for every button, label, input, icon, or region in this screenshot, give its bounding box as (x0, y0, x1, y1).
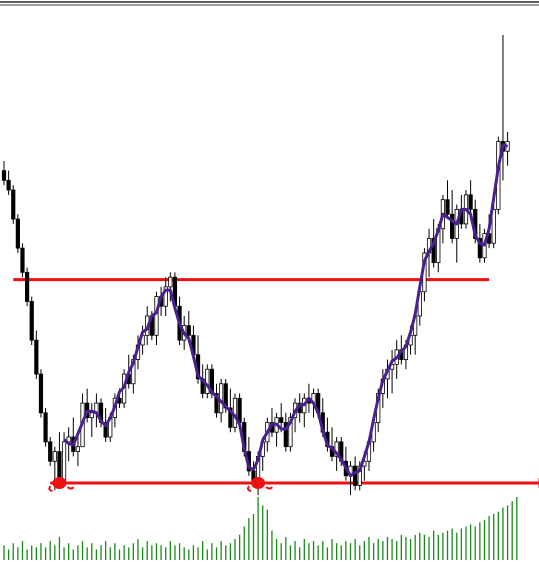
candle-body (491, 208, 496, 244)
candle (89, 403, 94, 438)
candle (214, 383, 219, 418)
candle (445, 180, 450, 220)
candle (269, 407, 275, 438)
candle-body (353, 465, 358, 486)
candle-body (334, 441, 339, 457)
trend-line (63, 143, 509, 478)
candle-body (52, 451, 57, 462)
markers (48, 477, 273, 493)
candle-body (445, 199, 450, 215)
marker-tail (48, 485, 75, 493)
candle-body (468, 194, 473, 210)
marker-blob (251, 477, 266, 490)
candle (75, 432, 81, 467)
candle-body (214, 393, 219, 414)
candle (11, 185, 16, 224)
candle-body (15, 218, 20, 249)
candle-body (228, 407, 233, 428)
candle (43, 407, 48, 447)
candle (15, 214, 20, 253)
level-lines (13, 278, 539, 489)
candle (389, 349, 395, 394)
candle-body (61, 441, 67, 482)
candlestick-series (1, 35, 510, 496)
candle-body (1, 170, 7, 181)
candle-body (29, 301, 34, 341)
candle (20, 243, 25, 278)
candle-body (57, 451, 62, 482)
candle-body (450, 213, 455, 239)
candle-body (163, 286, 168, 307)
candle (302, 393, 307, 428)
candle-body (168, 276, 173, 288)
trend-line-group (63, 143, 509, 478)
candle (450, 190, 455, 244)
candle-body (288, 417, 293, 448)
candle (38, 369, 44, 418)
candle-body (75, 446, 81, 452)
candle (505, 131, 510, 166)
candle (154, 291, 159, 345)
candle-body (20, 247, 25, 273)
candle-body (34, 339, 39, 375)
candle (24, 267, 30, 307)
candle-body (38, 373, 44, 414)
candle-body (154, 296, 159, 336)
candle-body (43, 412, 48, 443)
candle (1, 160, 7, 186)
candle (283, 412, 288, 452)
candle-body (237, 397, 242, 423)
candle (94, 393, 99, 428)
volume-series (3, 497, 518, 560)
marker-tail (246, 485, 273, 493)
candle (168, 272, 173, 302)
candle (491, 204, 496, 249)
candle-body (477, 238, 482, 259)
candle (205, 364, 210, 399)
candle (274, 412, 279, 447)
candle (48, 437, 53, 467)
candle (71, 417, 76, 457)
candle-body (103, 422, 108, 438)
candle (500, 35, 506, 181)
candle-body (11, 189, 16, 220)
candle-body (205, 368, 210, 394)
candle-body (6, 179, 11, 191)
candle-body (48, 441, 53, 462)
candle-body (186, 325, 191, 336)
candle-body (24, 271, 30, 302)
candle-body (89, 412, 94, 419)
candle (454, 204, 459, 263)
marker-blob (52, 477, 67, 490)
candle-body (431, 238, 436, 264)
candle (34, 330, 39, 379)
candle (163, 277, 168, 316)
candle-body (279, 417, 284, 423)
candle (6, 170, 11, 195)
candle (348, 461, 353, 496)
candle (29, 296, 34, 345)
candle-body (283, 422, 288, 448)
candle (186, 311, 191, 341)
candle (329, 427, 335, 462)
